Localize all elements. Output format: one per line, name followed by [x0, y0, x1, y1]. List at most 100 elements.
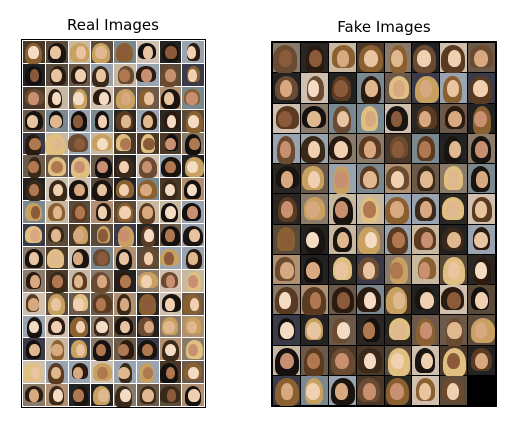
- face-thumbnail: [23, 224, 45, 246]
- face-thumbnail: [356, 285, 384, 315]
- face-thumbnail: [440, 285, 468, 315]
- face-thumbnail: [45, 246, 68, 269]
- face-thumbnail: [114, 63, 136, 86]
- face-thumbnail: [412, 103, 440, 133]
- face-thumbnail: [45, 224, 68, 246]
- face-thumbnail: [68, 41, 91, 63]
- face-thumbnail: [68, 361, 91, 384]
- face-thumbnail: [136, 63, 159, 86]
- face-thumbnail: [273, 73, 300, 103]
- face-thumbnail: [136, 269, 159, 292]
- face-thumbnail: [136, 384, 159, 406]
- face-thumbnail: [273, 164, 300, 194]
- face-thumbnail: [45, 201, 68, 223]
- face-thumbnail: [23, 155, 45, 179]
- face-thumbnail: [45, 292, 68, 316]
- face-thumbnail: [384, 194, 412, 224]
- face-thumbnail: [114, 201, 136, 223]
- face-thumbnail: [300, 285, 328, 316]
- face-thumbnail: [182, 384, 204, 406]
- face-thumbnail: [182, 224, 204, 246]
- face-thumbnail: [273, 375, 300, 406]
- face-thumbnail: [45, 63, 68, 86]
- face-thumbnail: [23, 384, 45, 406]
- face-thumbnail: [328, 73, 356, 103]
- face-thumbnail: [68, 201, 91, 223]
- face-thumbnail: [328, 315, 356, 345]
- face-thumbnail: [23, 292, 45, 315]
- fake-images-grid: [271, 41, 497, 407]
- face-thumbnail: [91, 63, 113, 88]
- face-thumbnail: [91, 41, 113, 63]
- face-thumbnail: [300, 194, 328, 224]
- face-thumbnail: [159, 201, 182, 223]
- face-thumbnail: [328, 164, 356, 195]
- face-thumbnail: [91, 338, 113, 362]
- face-thumbnail: [468, 103, 495, 135]
- face-thumbnail: [468, 164, 495, 194]
- face-thumbnail: [159, 246, 182, 269]
- face-thumbnail: [22, 361, 45, 384]
- face-thumbnail: [412, 133, 440, 163]
- face-thumbnail: [300, 254, 328, 284]
- face-thumbnail: [300, 375, 328, 405]
- face-thumbnail: [68, 86, 91, 110]
- face-thumbnail: [273, 194, 300, 224]
- face-thumbnail: [159, 269, 182, 292]
- face-thumbnail: [45, 315, 68, 338]
- face-thumbnail: [114, 315, 136, 338]
- face-thumbnail: [356, 254, 384, 284]
- face-thumbnail: [159, 178, 182, 201]
- face-thumbnail: [182, 63, 204, 86]
- face-thumbnail: [412, 43, 440, 73]
- fake-images-title: Fake Images: [337, 18, 431, 36]
- face-thumbnail: [68, 132, 91, 155]
- face-thumbnail: [159, 132, 182, 155]
- face-thumbnail: [68, 315, 91, 338]
- face-thumbnail: [356, 194, 384, 224]
- face-thumbnail: [182, 86, 204, 109]
- face-thumbnail: [23, 178, 45, 201]
- face-thumbnail: [328, 375, 356, 406]
- face-thumbnail: [159, 338, 182, 362]
- face-thumbnail: [45, 132, 68, 156]
- face-thumbnail: [300, 315, 328, 345]
- face-thumbnail: [91, 269, 113, 293]
- face-thumbnail: [440, 194, 468, 224]
- face-thumbnail: [356, 73, 384, 104]
- face-thumbnail: [328, 43, 356, 73]
- face-thumbnail: [384, 285, 412, 315]
- face-thumbnail: [68, 338, 91, 361]
- face-thumbnail: [272, 43, 300, 73]
- face-thumbnail: [384, 224, 412, 255]
- face-thumbnail: [468, 43, 495, 73]
- face-thumbnail: [384, 254, 412, 284]
- face-thumbnail: [114, 384, 136, 407]
- face-thumbnail: [45, 86, 68, 109]
- face-thumbnail: [91, 292, 113, 315]
- face-thumbnail: [468, 224, 495, 254]
- face-thumbnail: [159, 224, 182, 247]
- face-thumbnail: [273, 254, 300, 284]
- face-thumbnail: [136, 292, 159, 315]
- face-thumbnail: [356, 43, 384, 73]
- face-thumbnail: [468, 73, 495, 104]
- face-thumbnail: [412, 194, 440, 224]
- face-thumbnail: [68, 109, 91, 132]
- face-thumbnail: [328, 224, 356, 254]
- face-thumbnail: [136, 338, 159, 361]
- face-thumbnail: [23, 63, 45, 86]
- face-thumbnail: [23, 269, 45, 292]
- face-thumbnail: [328, 345, 356, 375]
- face-thumbnail: [356, 133, 384, 163]
- face-thumbnail: [91, 132, 113, 155]
- face-thumbnail: [159, 315, 182, 338]
- face-thumbnail: [23, 315, 45, 338]
- face-thumbnail: [300, 103, 328, 133]
- face-thumbnail: [91, 155, 113, 178]
- face-thumbnail: [23, 201, 45, 223]
- face-thumbnail: [412, 224, 440, 254]
- face-thumbnail: [114, 361, 136, 384]
- face-thumbnail: [440, 73, 468, 104]
- face-thumbnail: [412, 315, 440, 347]
